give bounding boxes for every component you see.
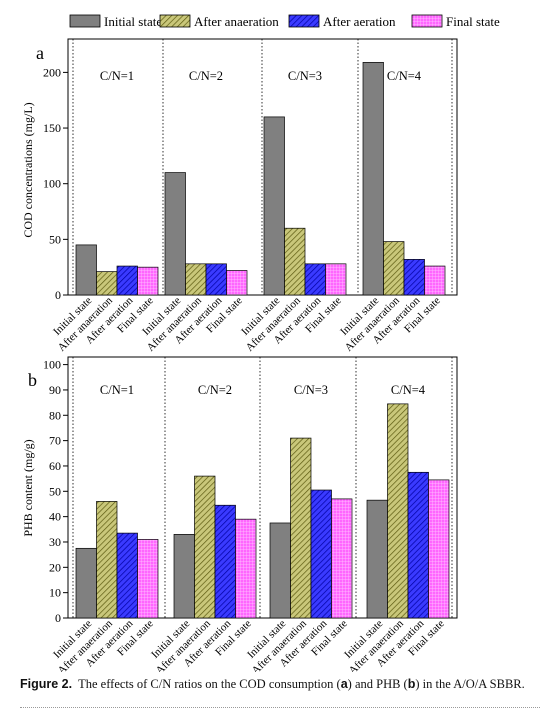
bar [331,498,353,619]
y-tick-label: 90 [49,383,61,397]
bar [424,265,446,296]
bar [116,265,138,296]
group-label: C/N=1 [100,69,134,83]
bar [366,499,388,619]
caption-ref-a: a [340,677,348,691]
caption-text-2: ) and PHB ( [347,677,408,691]
bar [290,437,312,619]
panel-a-bars [75,62,446,296]
bar [325,263,347,296]
y-tick-label: 100 [43,358,61,372]
chart-panel-a: a COD concentrations (mg/L) 0 50 100 150 200… [21,38,458,354]
bar [173,534,195,619]
bar [185,263,207,296]
panel-b-ylabel: PHB content (mg/g) [21,439,35,536]
bar [235,518,257,619]
panel-a-ylabel: COD concentrations (mg/L) [21,102,35,237]
bar [304,263,326,296]
legend-item-after-anaeration: After anaeration [159,14,279,29]
legend-swatch-initial [69,14,101,28]
bar [269,522,291,619]
bar [310,489,332,619]
legend-item-final: Final state [411,14,500,29]
panel-b-y-axis: 0 10 20 30 40 50 60 70 80 90 100 [43,358,68,625]
y-tick-label: 10 [49,586,61,600]
bar [137,266,159,296]
bar [284,227,306,296]
panel-b-plot-frame [67,356,458,619]
y-tick-label: 50 [49,484,61,498]
legend-label-after-aeration: After aeration [323,14,396,29]
legend-swatch-after-aeration [288,14,320,28]
bar [387,403,409,619]
bar [214,504,236,619]
group-label: C/N=4 [387,69,422,83]
legend-label-initial: Initial state [104,14,162,29]
panel-a-letter: a [36,43,44,63]
panel-a-group-labels: C/N=1 C/N=2 C/N=3 C/N=4 [100,69,422,83]
panel-a-group-dividers [72,39,453,295]
panel-a-y-axis: 0 50 100 150 200 [43,65,68,302]
y-tick-label: 150 [43,121,61,135]
y-tick-label: 20 [49,560,61,574]
legend-swatch-after-anaeration [159,14,191,28]
bar [194,475,216,619]
bar [96,271,118,296]
panel-b-group-labels: C/N=1 C/N=2 C/N=3 C/N=4 [100,383,426,397]
group-label: C/N=4 [391,383,426,397]
bar [428,479,450,619]
bar [75,244,97,296]
bar [116,532,138,619]
panel-a-plot-frame [67,38,458,296]
bar [403,259,425,296]
group-label: C/N=3 [288,69,322,83]
y-tick-label: 100 [43,177,61,191]
legend-item-initial: Initial state [69,14,162,29]
y-tick-label: 0 [55,611,61,625]
group-label: C/N=2 [189,69,223,83]
bar [96,501,118,619]
bar [226,270,248,296]
panel-b-group-dividers [72,357,453,618]
footer-rule [20,707,540,708]
panel-b-bars [75,403,450,619]
y-tick-label: 80 [49,408,61,422]
legend-item-after-aeration: After aeration [288,14,396,29]
bar [407,471,429,619]
group-label: C/N=2 [198,383,232,397]
bar [263,116,285,296]
figure-canvas: Initial state After anaeration After aer… [21,14,500,672]
legend-label-final: Final state [446,14,500,29]
legend-label-after-anaeration: After anaeration [194,14,279,29]
bar [205,263,227,296]
y-tick-label: 70 [49,434,61,448]
bar [164,172,186,296]
legend: Initial state After anaeration After aer… [69,14,500,29]
y-tick-label: 200 [43,65,61,79]
legend-swatch-final [411,14,443,28]
y-tick-label: 50 [49,232,61,246]
panel-b-letter: b [28,370,37,390]
caption-ref-b: b [407,677,416,691]
bar [383,241,405,296]
y-tick-label: 0 [55,288,61,302]
figure-caption: Figure 2. The effects of C/N ratios on t… [20,677,550,692]
y-tick-label: 40 [49,510,61,524]
caption-text-3: ) in the A/O/A SBBR. [415,677,525,691]
y-tick-label: 30 [49,535,61,549]
caption-prefix: Figure 2. [20,677,73,691]
bar [362,62,384,296]
bar [75,547,97,619]
group-label: C/N=1 [100,383,134,397]
caption-text-1: The effects of C/N ratios on the COD con… [78,677,341,691]
y-tick-label: 60 [49,459,61,473]
chart-panel-b: b PHB content (mg/g) 0 10 20 30 40 50 60 70 80 90… [21,356,458,672]
bar [137,539,159,619]
group-label: C/N=3 [294,383,328,397]
